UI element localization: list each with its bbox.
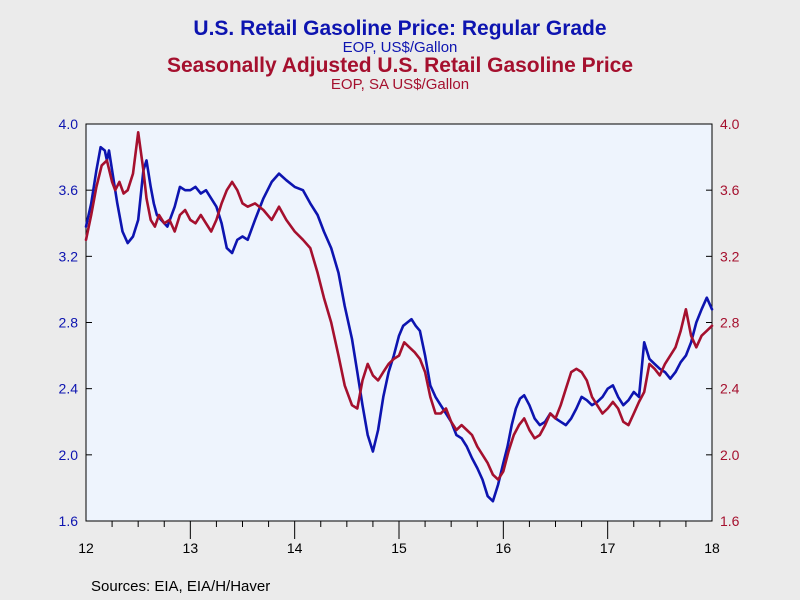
y-left-tick-label: 3.6 xyxy=(59,182,79,198)
x-tick-label: 16 xyxy=(496,540,512,556)
x-tick-label: 12 xyxy=(78,540,94,556)
y-right-tick-label: 4.0 xyxy=(720,116,740,132)
y-left-tick-label: 2.0 xyxy=(59,447,79,463)
chart-subtitle-regular: EOP, US$/Gallon xyxy=(342,39,458,56)
title-block: U.S. Retail Gasoline Price: Regular Grad… xyxy=(0,17,800,93)
y-right-tick-label: 2.8 xyxy=(720,315,740,331)
y-left-tick-label: 3.2 xyxy=(59,248,79,264)
y-left-tick-label: 4.0 xyxy=(59,116,79,132)
x-tick-label: 18 xyxy=(704,540,720,556)
chart-title-seasonally-adjusted: Seasonally Adjusted U.S. Retail Gasoline… xyxy=(166,54,634,77)
y-right-tick-label: 2.0 xyxy=(720,447,740,463)
chart-title-regular: U.S. Retail Gasoline Price: Regular Grad… xyxy=(193,17,607,40)
x-tick-label: 13 xyxy=(183,540,199,556)
y-left-tick-label: 1.6 xyxy=(59,513,79,529)
x-tick-label: 15 xyxy=(391,540,407,556)
y-right-tick-label: 2.4 xyxy=(720,381,740,397)
y-left-tick-label: 2.4 xyxy=(59,381,79,397)
y-left-tick-label: 2.8 xyxy=(59,315,79,331)
series-line-regular xyxy=(84,145,714,503)
y-right-tick-label: 1.6 xyxy=(720,513,740,529)
plot-area xyxy=(85,123,713,522)
y-right-tick-label: 3.6 xyxy=(720,182,740,198)
x-tick-label: 14 xyxy=(287,540,303,556)
x-tick-label: 17 xyxy=(600,540,616,556)
chart-subtitle-seasonally-adjusted: EOP, SA US$/Gallon xyxy=(330,76,470,93)
series-line-seasonally-adjusted xyxy=(84,131,714,481)
source-note: Sources: EIA, EIA/H/Haver xyxy=(91,578,271,595)
y-right-tick-label: 3.2 xyxy=(720,248,740,264)
